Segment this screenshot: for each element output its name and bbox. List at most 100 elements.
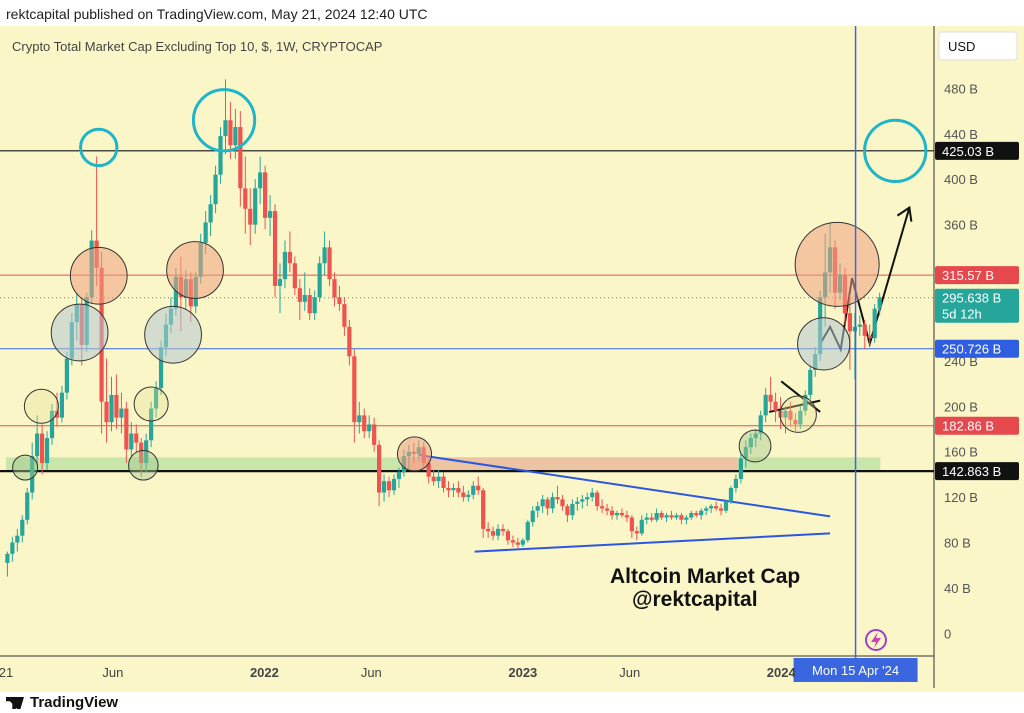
candle-body: [798, 410, 803, 425]
candle-body: [486, 528, 491, 532]
candle-body: [783, 410, 788, 418]
candle-body: [327, 247, 332, 280]
candle: [362, 408, 367, 439]
candle: [124, 401, 129, 464]
price-level-tag-label: 142.863 B: [942, 464, 1001, 479]
y-tick-label: 400 B: [944, 172, 978, 187]
price-level-tag-bg: [935, 339, 1019, 358]
candle: [490, 526, 496, 541]
projection-arrowhead: [896, 205, 913, 222]
candle-body: [466, 494, 471, 498]
tradingview-brand: TradingView: [30, 694, 119, 711]
candle-body: [59, 392, 65, 418]
candle-body: [386, 481, 392, 491]
candle: [372, 417, 377, 452]
candle: [570, 499, 575, 520]
candle: [709, 503, 714, 513]
price-level-tag-bg: [935, 462, 1019, 481]
candle-body: [30, 456, 35, 493]
candle-body: [451, 488, 456, 491]
candle-body: [476, 485, 481, 491]
candle-body: [847, 313, 853, 332]
candle-body: [362, 415, 367, 432]
candle-body: [560, 499, 565, 507]
candle-body: [129, 433, 134, 450]
candle-body: [580, 499, 585, 502]
highlight-circle-green: [12, 454, 39, 481]
highlight-circle-salmon: [69, 246, 128, 305]
candle: [297, 279, 302, 320]
candle-body: [381, 481, 387, 493]
price-level-tag-red: 315.57 B: [935, 266, 1019, 285]
candle: [664, 512, 669, 523]
tradingview-mark-icon: [6, 697, 24, 710]
highlight-circle-salmon: [166, 241, 224, 299]
candle: [684, 515, 689, 525]
candle: [287, 231, 292, 273]
candle: [292, 256, 297, 296]
candle-body: [624, 515, 629, 518]
candle: [436, 469, 441, 488]
lightning-icon[interactable]: [865, 629, 887, 651]
candle-body: [704, 508, 709, 511]
candle-body: [575, 501, 580, 504]
candle-body: [10, 542, 15, 554]
candle: [748, 433, 753, 454]
highlight-circle-green: [128, 450, 159, 481]
candle-body: [377, 444, 382, 493]
candle-body: [699, 510, 704, 516]
publisher-line: rektcapital published on TradingView.com…: [6, 6, 428, 22]
candle-body: [218, 136, 223, 175]
candle: [104, 358, 109, 443]
highlight-circle-cyan: [863, 118, 928, 184]
candle-body: [803, 394, 808, 411]
candle: [733, 474, 739, 493]
candle: [639, 515, 644, 536]
candle-body: [773, 401, 778, 411]
candle-body: [158, 347, 164, 389]
candle-body: [139, 442, 144, 464]
candle: [144, 433, 149, 473]
price-level-tag-blue: 250.726 B: [935, 339, 1019, 358]
candle-body: [332, 279, 337, 298]
candle: [798, 406, 803, 429]
price-level-tag-current: 295.638 B5d 12h: [935, 288, 1019, 323]
candle: [30, 442, 35, 500]
candle-body: [446, 488, 451, 491]
candle-body: [263, 172, 268, 218]
candle-body: [322, 247, 327, 264]
candle-body: [555, 497, 560, 500]
y-tick-label: 160 B: [944, 445, 978, 460]
candle: [307, 288, 312, 320]
candle: [704, 506, 709, 516]
candle-body: [619, 512, 625, 516]
candle-body: [535, 506, 540, 511]
highlight-circle-yellow: [133, 386, 169, 422]
candle: [248, 188, 253, 246]
candle: [585, 492, 590, 507]
highlight-circle-slate: [50, 303, 109, 362]
annotation-line1: Altcoin Market Cap: [610, 565, 800, 588]
candle: [15, 528, 20, 552]
price-level-tag-black: 425.03 B: [935, 141, 1019, 160]
trend-line-blue: [419, 454, 831, 518]
candle-body: [119, 408, 124, 418]
shaded-zone-red: [402, 457, 739, 472]
price-countdown-label: 5d 12h: [942, 307, 982, 322]
x-tick-label: 2024: [767, 665, 797, 680]
x-tick-label: Jun: [619, 665, 640, 680]
price-level-tag-bg: [935, 141, 1019, 160]
price-level-tag-bg: [935, 288, 1019, 323]
highlight-circle-yellow: [779, 395, 817, 433]
currency-button[interactable]: USD: [938, 31, 1018, 61]
candle-body: [357, 415, 362, 423]
candle-body: [867, 335, 872, 339]
candle-body: [213, 174, 218, 205]
candle: [679, 512, 684, 525]
candle-body: [743, 447, 748, 459]
candle-body: [872, 308, 877, 339]
candle: [471, 481, 476, 500]
x-tick-label: Jun: [102, 665, 123, 680]
candle: [590, 488, 595, 502]
candle: [659, 510, 664, 520]
